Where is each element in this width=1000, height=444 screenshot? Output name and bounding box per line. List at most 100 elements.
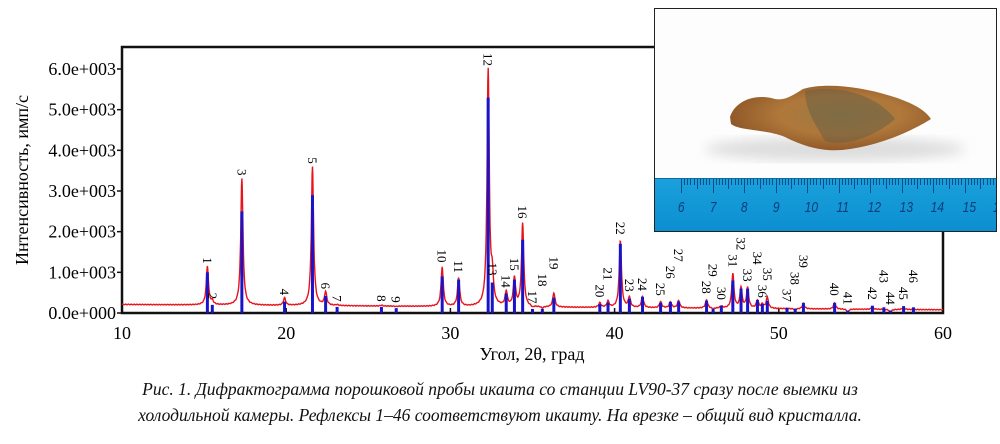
ruler-tick [832, 179, 834, 185]
ruler-tick [810, 179, 812, 185]
ruler-tick [945, 179, 947, 185]
ruler-tick [835, 179, 837, 185]
ruler-tick [728, 179, 730, 189]
ruler-tick [715, 179, 717, 185]
ruler-tick [788, 179, 790, 185]
reflex-label-7: 7 [330, 295, 345, 302]
ruler-tick [696, 179, 698, 189]
ruler-tick [860, 179, 862, 185]
ruler-tick [942, 179, 944, 185]
reflex-label-17: 17 [525, 291, 540, 305]
reflex-label-45: 45 [896, 287, 911, 300]
y-tick-label: 4.0e+003 [48, 140, 116, 160]
ruler-number: 15 [962, 199, 976, 216]
ruler-tick [977, 179, 979, 185]
ruler-tick [784, 179, 786, 185]
ruler-tick [803, 179, 805, 185]
ikaite-crystal-image [705, 85, 965, 161]
ruler-number: 12 [867, 199, 882, 216]
ruler-tick [737, 179, 739, 185]
ruler-tick [948, 179, 950, 189]
ruler-tick [936, 179, 938, 185]
ruler-tick [766, 179, 768, 185]
ruler-number: 1 [993, 199, 996, 216]
reflex-label-32: 32 [734, 237, 749, 250]
ruler-tick [917, 179, 919, 189]
ruler-tick [718, 179, 720, 185]
x-tick-label: 10 [113, 323, 131, 343]
ruler-tick [731, 179, 733, 185]
ruler-tick [847, 179, 849, 185]
x-tick-label: 60 [934, 323, 952, 343]
ruler-tick [690, 179, 692, 185]
reflex-label-38: 38 [788, 272, 803, 285]
ruler-tick [885, 179, 887, 189]
ruler-tick [854, 179, 856, 189]
reflex-label-16: 16 [515, 206, 530, 220]
figure-caption: Рис. 1. Дифрактограмма порошковой пробы … [0, 376, 1000, 428]
ruler-number: 6 [677, 199, 685, 216]
observed-profile-line [121, 67, 944, 313]
reflex-label-46: 46 [906, 270, 921, 284]
ruler-tick [762, 179, 764, 185]
ruler-tick [734, 179, 736, 185]
reflex-label-21: 21 [601, 267, 616, 280]
reflex-label-44: 44 [883, 292, 898, 306]
reflex-label-1: 1 [200, 257, 215, 264]
ruler-tick [914, 179, 916, 185]
ruler-number: 13 [899, 199, 913, 216]
reflex-label-29: 29 [706, 264, 721, 277]
ruler-tick [926, 179, 928, 185]
y-axis-label: Интенсивность, имп/с [12, 95, 32, 265]
ruler-tick [769, 179, 771, 185]
ruler-tick [681, 179, 682, 193]
y-tick-label: 5.0e+003 [48, 100, 116, 120]
ruler-tick [699, 179, 701, 185]
ruler-number: 11 [836, 199, 849, 216]
ruler-tick [750, 179, 752, 185]
ruler-tick [712, 179, 714, 193]
ruler-tick [797, 179, 799, 185]
ruler-tick [703, 179, 705, 185]
ruler-tick [706, 179, 708, 185]
ruler-tick [794, 179, 796, 185]
ruler-tick [863, 179, 865, 185]
ruler-tick [929, 179, 931, 185]
ruler-tick [747, 179, 749, 185]
reflex-label-35: 35 [760, 268, 775, 281]
ruler-tick [910, 179, 912, 185]
reflex-label-5: 5 [305, 157, 320, 164]
ruler-tick [967, 179, 969, 185]
ruler-tick [951, 179, 953, 185]
reflex-label-41: 41 [840, 292, 855, 305]
ruler-number: 10 [804, 199, 819, 216]
reflex-label-33: 33 [740, 269, 755, 282]
ruler-tick [841, 179, 843, 185]
ruler-tick [775, 179, 777, 193]
reflex-label-28: 28 [699, 281, 714, 294]
reflex-label-2: 2 [205, 293, 220, 300]
reflex-label-12: 12 [481, 53, 496, 66]
reflex-label-31: 31 [725, 254, 740, 267]
y-tick-label: 0.0e+000 [48, 303, 116, 323]
y-tick-label: 3.0e+003 [48, 181, 116, 201]
reflex-label-19: 19 [546, 257, 561, 270]
ruler-tick [986, 179, 988, 185]
x-tick-label: 30 [441, 323, 459, 343]
ruler-tick [983, 179, 985, 185]
ruler-number: 7 [709, 199, 717, 216]
reflex-label-6: 6 [318, 283, 333, 290]
ruler-tick [857, 179, 859, 185]
reflex-label-14: 14 [499, 275, 514, 289]
x-tick-label: 20 [277, 323, 295, 343]
caption-line-1: Рис. 1. Дифрактограмма порошковой пробы … [142, 379, 858, 399]
diffractogram-chart: 10 20 30 40 50 60 0.0e+000 1.0e+003 2.0e+003 3.0e… [12, 45, 952, 364]
reflex-label-15: 15 [507, 258, 522, 271]
ruler-tick [888, 179, 890, 185]
ruler-tick [851, 179, 853, 185]
ruler-tick [973, 179, 975, 185]
ruler-tick [725, 179, 727, 185]
reflex-label-9: 9 [389, 296, 404, 303]
ruler-tick [992, 179, 994, 185]
